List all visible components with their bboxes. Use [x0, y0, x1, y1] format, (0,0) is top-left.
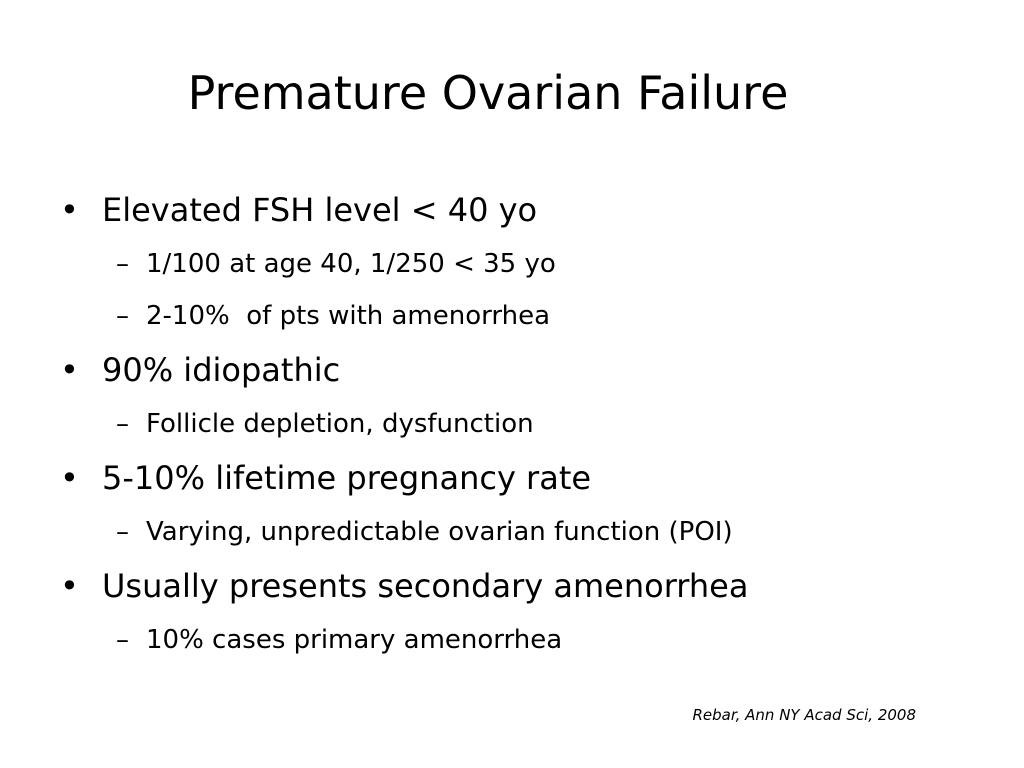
bullet: 5-10% lifetime pregnancy rate [60, 450, 980, 506]
bullet: 90% idiopathic [60, 342, 980, 398]
citation: Rebar, Ann NY Acad Sci, 2008 [692, 706, 916, 724]
sub-bullet: Varying, unpredictable ovarian function … [60, 506, 980, 558]
bullet: Usually presents secondary amenorrhea [60, 558, 980, 614]
bullet-list: Elevated FSH level < 40 yo1/100 at age 4… [60, 182, 980, 666]
sub-bullet: 10% cases primary amenorrhea [60, 614, 980, 666]
slide-title: Premature Ovarian Failure [187, 66, 789, 120]
sub-bullet: Follicle depletion, dysfunction [60, 398, 980, 450]
sub-bullet: 2-10% of pts with amenorrhea [60, 290, 980, 342]
sub-bullet: 1/100 at age 40, 1/250 < 35 yo [60, 238, 980, 290]
bullet: Elevated FSH level < 40 yo [60, 182, 980, 238]
